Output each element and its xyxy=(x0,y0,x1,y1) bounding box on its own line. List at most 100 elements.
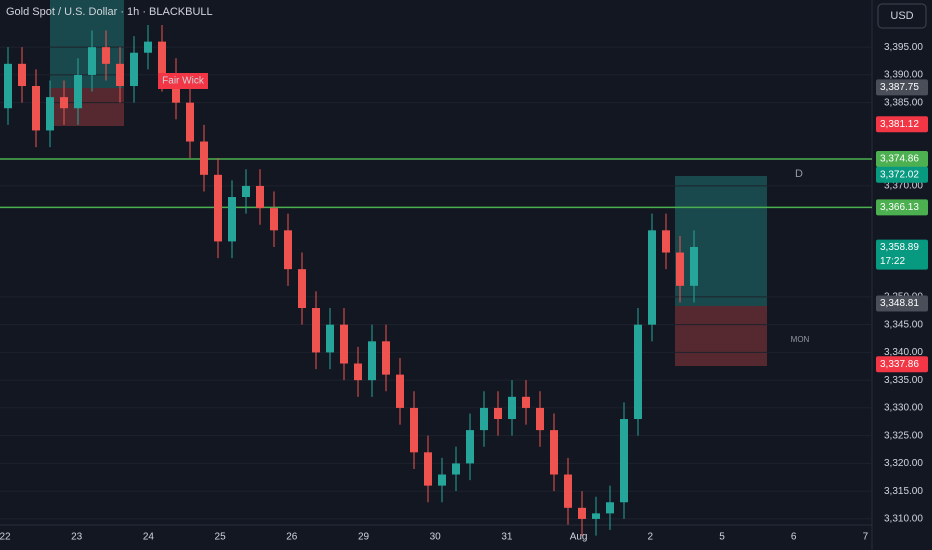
candle-body xyxy=(606,502,614,514)
annotation: Fair Wick xyxy=(162,76,205,87)
candle-body xyxy=(662,230,670,253)
candle-body xyxy=(298,269,306,309)
x-tick-label: 22 xyxy=(0,532,11,543)
y-tick-label: 3,390.00 xyxy=(884,70,923,81)
x-tick-label: 2 xyxy=(648,532,654,543)
candle-body xyxy=(270,208,278,231)
price-badge xyxy=(876,239,928,270)
candle-body xyxy=(592,513,600,519)
price-label: 3,348.81 xyxy=(880,298,919,309)
candle-body xyxy=(284,230,292,270)
x-tick-label: 30 xyxy=(430,532,442,543)
candle-body xyxy=(214,174,222,242)
price-badge xyxy=(876,150,928,167)
x-tick-label: 25 xyxy=(215,532,227,543)
candle-body xyxy=(256,185,264,209)
plot xyxy=(0,24,872,536)
candle-body xyxy=(242,185,250,198)
x-tick-label: 7 xyxy=(863,532,869,543)
price-label: 3,374.86 xyxy=(880,154,919,165)
annotation-box xyxy=(158,73,208,89)
x-tick-label: 24 xyxy=(143,532,155,543)
y-tick-label: 3,335.00 xyxy=(884,375,923,386)
candle-body xyxy=(480,407,488,431)
candle-body xyxy=(200,141,208,175)
y-tick-label: 3,315.00 xyxy=(884,486,923,497)
candle-body xyxy=(438,474,446,486)
candle-body xyxy=(494,407,502,420)
candle-body xyxy=(354,363,362,381)
x-tick-label: 5 xyxy=(719,532,725,543)
candle-body xyxy=(536,407,544,431)
candle-body xyxy=(74,74,82,109)
candle-body xyxy=(46,97,54,131)
price-badge xyxy=(876,199,928,216)
y-tick-label: 3,330.00 xyxy=(884,403,923,414)
candle-body xyxy=(102,47,110,64)
long-position-profit xyxy=(50,0,124,88)
candle-body xyxy=(158,41,166,75)
candle-body xyxy=(676,252,684,286)
candle-body xyxy=(60,97,68,109)
candle-body xyxy=(382,341,390,375)
y-tick-label: 3,370.00 xyxy=(884,181,923,192)
candle-body xyxy=(410,407,418,453)
y-tick-label: 3,310.00 xyxy=(884,514,923,525)
annotation: D xyxy=(795,168,803,180)
price-badge xyxy=(876,166,928,183)
x-tick-label: 26 xyxy=(286,532,298,543)
candle-body xyxy=(32,86,40,131)
x-tick-label: 23 xyxy=(71,532,83,543)
y-tick-label: 3,320.00 xyxy=(884,458,923,469)
candle-body xyxy=(144,41,152,53)
price-label: 3,372.02 xyxy=(880,169,919,180)
candle-body xyxy=(340,324,348,364)
price-label: 3,358.89 xyxy=(880,242,919,253)
long-position-loss xyxy=(675,306,767,366)
candle-body xyxy=(88,47,96,75)
candle-body xyxy=(648,230,656,325)
price-label: 3,366.13 xyxy=(880,202,919,213)
candle-body xyxy=(228,197,236,242)
candle-body xyxy=(18,63,26,87)
candle-body xyxy=(312,308,320,353)
candle-body xyxy=(578,507,586,519)
candle-body xyxy=(550,430,558,475)
y-tick-label: 3,340.00 xyxy=(884,347,923,358)
candle-body xyxy=(424,452,432,486)
currency: USD xyxy=(890,10,913,22)
candle-body xyxy=(690,246,698,286)
y-tick-label: 3,345.00 xyxy=(884,319,923,330)
candle-body xyxy=(522,396,530,408)
candle-body xyxy=(452,463,460,475)
long-position-profit xyxy=(675,176,767,306)
price-label: 3,381.12 xyxy=(880,119,919,130)
candle-body xyxy=(186,102,194,142)
candle-body xyxy=(564,474,572,508)
countdown: 17:22 xyxy=(880,256,905,267)
x-tick-label: Aug xyxy=(570,532,588,543)
x-tick-label: 6 xyxy=(791,532,797,543)
y-tick-label: 3,385.00 xyxy=(884,97,923,108)
y-tick-label: 3,325.00 xyxy=(884,430,923,441)
price-label: 3,387.75 xyxy=(880,82,919,93)
chart-title: Gold Spot / U.S. Dollar · 1h · BLACKBULL xyxy=(6,6,213,18)
price-badge xyxy=(876,356,928,373)
candle-body xyxy=(368,341,376,381)
candle-body xyxy=(620,419,628,503)
candle-body xyxy=(4,63,12,109)
annotation: MON xyxy=(791,335,810,344)
x-tick-label: 29 xyxy=(358,532,370,543)
price-badge xyxy=(876,79,928,96)
price-badge xyxy=(876,116,928,133)
candle-body xyxy=(130,52,138,87)
price-label: 3,337.86 xyxy=(880,359,919,370)
y-tick-label: 3,395.00 xyxy=(884,42,923,53)
candle-body xyxy=(466,430,474,464)
currency-button[interactable] xyxy=(877,3,927,29)
candle-body xyxy=(326,324,334,353)
candle-body xyxy=(396,374,404,408)
x-tick-label: 31 xyxy=(501,532,513,543)
